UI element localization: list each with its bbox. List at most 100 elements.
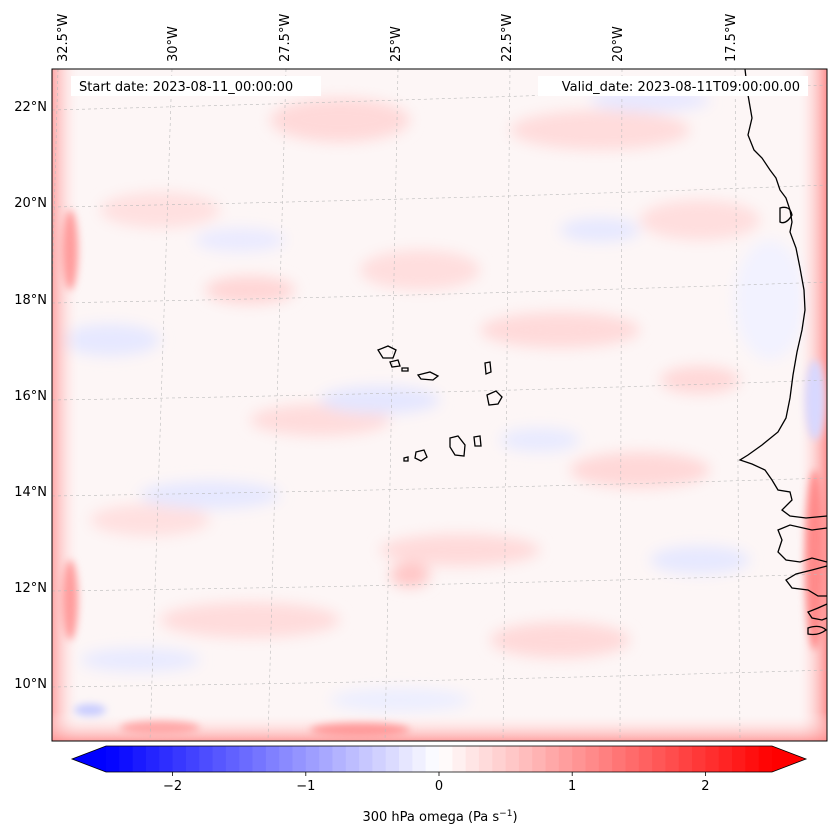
colorbar-step xyxy=(345,746,360,772)
map-frame xyxy=(51,68,828,742)
island-fogo xyxy=(414,449,428,462)
lat-label: 12°N xyxy=(14,581,47,596)
longitude-labels: 32.5°W 30°W 27.5°W 25°W 22.5°W 20°W 17.5… xyxy=(56,14,739,62)
colorbar-step xyxy=(319,746,334,772)
island-santa-luzia xyxy=(401,367,409,372)
guinea-bissau-coast xyxy=(785,565,827,597)
colorbar-step xyxy=(532,746,547,772)
colorbar-step xyxy=(439,746,453,772)
colorbar-step xyxy=(212,746,227,772)
parallel-22n xyxy=(52,84,827,111)
colorbar-step xyxy=(159,746,174,772)
colorbar-step xyxy=(225,746,240,772)
lon-label: 32.5°W xyxy=(56,14,71,62)
lat-label: 10°N xyxy=(14,677,47,692)
colorbar-step xyxy=(505,746,520,772)
lat-label: 20°N xyxy=(14,196,47,211)
parallel-12n xyxy=(52,573,827,592)
senegal-islands xyxy=(779,206,793,224)
colorbar-step xyxy=(332,746,347,772)
graticule xyxy=(52,69,827,741)
bijagos-coast xyxy=(807,603,827,621)
colorbar-steps xyxy=(106,746,773,772)
colorbar-step xyxy=(638,746,653,772)
colorbar-step xyxy=(758,746,773,772)
valid-date-label: Valid_date: 2023-08-11T09:00:00.00 xyxy=(562,80,800,95)
island-santo-antao xyxy=(377,345,397,359)
lat-label: 18°N xyxy=(14,293,47,308)
parallel-14n xyxy=(52,477,827,497)
meridian-25w xyxy=(384,69,399,741)
colorbar-step xyxy=(678,746,693,772)
lat-label: 16°N xyxy=(14,389,47,404)
omega-field xyxy=(52,69,827,741)
colorbar-step xyxy=(598,746,613,772)
colorbar-step xyxy=(412,746,427,772)
start-date-box xyxy=(71,76,321,96)
colorbar-step xyxy=(132,746,147,772)
colorbar-step xyxy=(465,746,480,772)
island-sao-vicente xyxy=(389,359,401,368)
bissau-islands xyxy=(807,625,827,636)
colorbar-step xyxy=(305,746,320,772)
africa-coastline xyxy=(738,69,827,519)
colorbar-step xyxy=(652,746,667,772)
colorbar-step xyxy=(612,746,627,772)
island-maio xyxy=(473,435,482,447)
colorbar-step xyxy=(252,746,267,772)
colorbar-tick-label: 2 xyxy=(701,779,709,794)
colorbar-step xyxy=(106,746,120,772)
colorbar-step xyxy=(265,746,280,772)
meridian-30w xyxy=(149,69,173,741)
colorbar-step xyxy=(625,746,640,772)
island-sal xyxy=(484,361,492,375)
colorbar-step xyxy=(692,746,706,772)
colorbar-step xyxy=(172,746,187,772)
colorbar-step xyxy=(745,746,760,772)
colorbar: −2 −1 0 1 2 300 hPa omega (Pa s−1) xyxy=(70,745,808,825)
lon-label: 17.5°W xyxy=(724,14,739,62)
colorbar-step xyxy=(185,746,200,772)
colorbar-step xyxy=(145,746,160,772)
colorbar-tick-label: −2 xyxy=(163,779,182,794)
colorbar-step xyxy=(372,746,387,772)
colorbar-tick-label: 0 xyxy=(435,779,443,794)
colorbar-step xyxy=(665,746,680,772)
colorbar-outline xyxy=(70,745,808,773)
colorbar-tick-label: 1 xyxy=(568,779,576,794)
colorbar-step xyxy=(452,746,467,772)
lon-label: 25°W xyxy=(389,26,404,62)
colorbar-step xyxy=(359,746,373,772)
lat-label: 22°N xyxy=(14,100,47,115)
island-sao-nicolau xyxy=(416,371,440,381)
colorbar-step xyxy=(518,746,533,772)
colorbar-step xyxy=(558,746,573,772)
island-santiago xyxy=(449,435,466,457)
colorbar-step xyxy=(492,746,507,772)
meridian-22.5w xyxy=(502,69,511,741)
colorbar-step xyxy=(718,746,733,772)
parallel-18n xyxy=(52,281,827,304)
island-boa-vista xyxy=(486,390,503,406)
latitude-labels: 22°N 20°N 18°N 16°N 14°N 12°N 10°N xyxy=(14,100,47,692)
colorbar-label: 300 hPa omega (Pa s−1) xyxy=(362,809,517,825)
parallel-20n xyxy=(52,184,827,208)
island-brava xyxy=(403,456,409,462)
valid-date-box xyxy=(538,76,808,96)
colorbar-step xyxy=(478,746,493,772)
meridian-20w xyxy=(619,69,623,741)
coastline xyxy=(377,69,827,636)
lon-label: 30°W xyxy=(166,26,181,62)
colorbar-step xyxy=(425,746,440,772)
colorbar-step xyxy=(399,746,413,772)
colorbar-min-extend-arrow xyxy=(72,746,106,772)
parallel-10n xyxy=(52,669,827,688)
colorbar-step xyxy=(545,746,560,772)
colorbar-step xyxy=(119,746,134,772)
colorbar-tick-label: −1 xyxy=(296,779,315,794)
colorbar-step xyxy=(385,746,400,772)
parallel-16n xyxy=(52,379,827,401)
colorbar-step xyxy=(572,746,587,772)
lon-label: 20°W xyxy=(611,26,626,62)
